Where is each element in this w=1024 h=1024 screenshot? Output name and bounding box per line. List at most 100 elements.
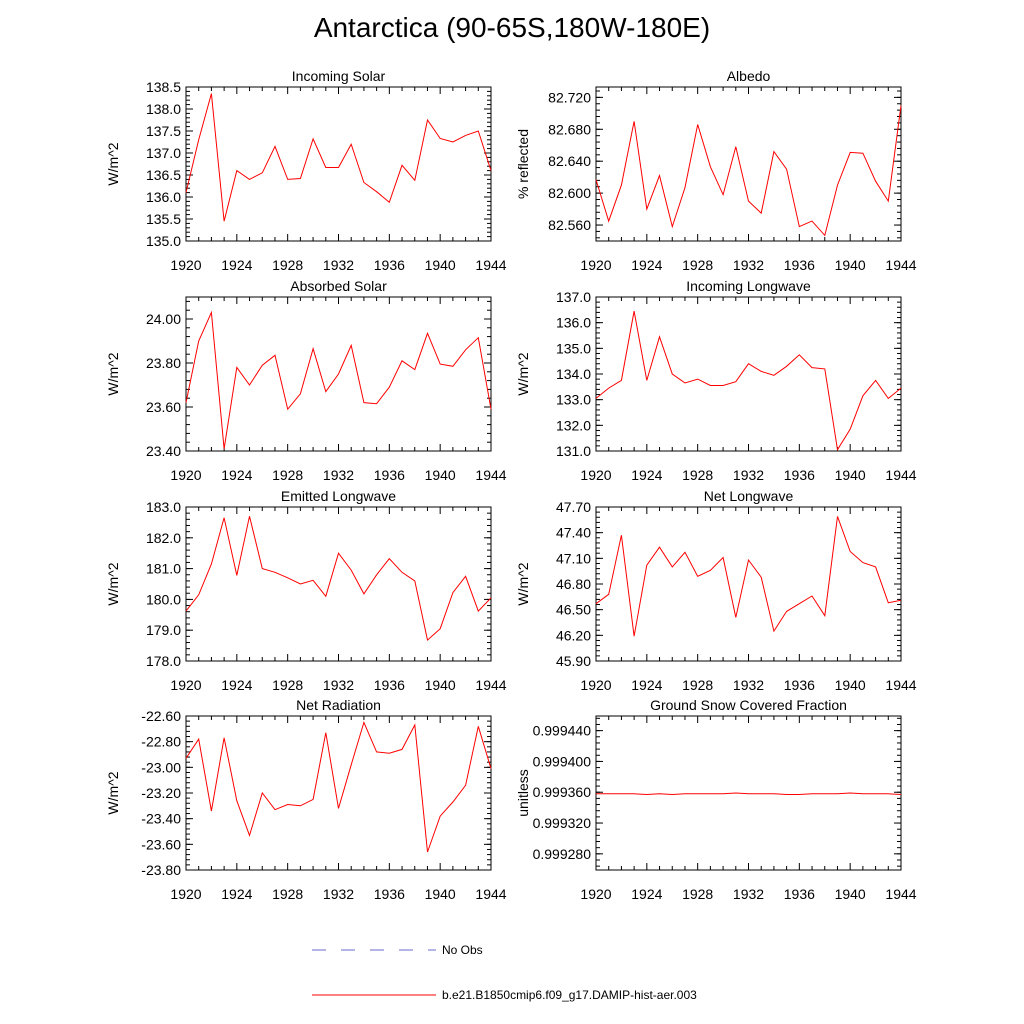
x-tick-label: 1932	[733, 467, 764, 483]
x-tick-label: 1936	[374, 257, 405, 273]
x-tick-label: 1936	[374, 886, 405, 902]
legend-model: b.e21.B1850cmip6.f09_g17.DAMIP-hist-aer.…	[312, 988, 697, 1002]
x-tick-label: 1936	[374, 677, 405, 693]
panel-title: Emitted Longwave	[281, 488, 396, 504]
plot-frame	[185, 715, 492, 871]
x-tick-label: 1944	[885, 677, 916, 693]
y-tick-label: 46.20	[556, 627, 591, 643]
panel-2: Absorbed Solar W/m^2 23.40 23.60 23.80 24.00 1…	[105, 278, 507, 483]
x-tick-label: 1940	[425, 467, 456, 483]
y-tick-label: 182.0	[146, 530, 181, 546]
y-tick-label: 0.999280	[533, 846, 592, 862]
y-tick-label: 131.0	[556, 443, 591, 459]
series-line	[596, 792, 902, 796]
x-tick-label: 1936	[374, 467, 405, 483]
y-tick-label: 47.40	[556, 525, 591, 541]
y-tick-label: 135.5	[146, 211, 181, 227]
x-tick-label: 1928	[682, 467, 713, 483]
y-tick-label: 138.0	[146, 101, 181, 117]
y-tick-label: 23.80	[146, 355, 181, 371]
x-tick-label: 1920	[580, 467, 611, 483]
x-tick-label: 1928	[272, 257, 303, 273]
legend-obs-label: No Obs	[442, 943, 483, 957]
panel-title: Albedo	[727, 68, 771, 84]
x-tick-label: 1924	[631, 467, 662, 483]
panel-title: Net Radiation	[296, 697, 381, 713]
series-line	[595, 311, 902, 452]
plot-frame	[595, 86, 902, 242]
y-axis-label: unitless	[515, 769, 531, 816]
x-tick-label: 1936	[784, 257, 815, 273]
y-axis-label: W/m^2	[105, 352, 121, 395]
x-tick-label: 1944	[475, 886, 506, 902]
x-tick-label: 1920	[580, 257, 611, 273]
plot-frame	[595, 296, 902, 452]
x-tick-label: 1940	[835, 886, 866, 902]
y-axis-label: W/m^2	[105, 562, 121, 605]
series-line	[595, 105, 902, 237]
y-tick-label: 183.0	[146, 499, 181, 515]
x-tick-label: 1928	[682, 257, 713, 273]
x-tick-label: 1944	[885, 467, 916, 483]
x-tick-label: 1940	[835, 677, 866, 693]
y-tick-label: -23.40	[141, 811, 181, 827]
panel-title: Ground Snow Covered Fraction	[650, 697, 847, 713]
x-tick-label: 1924	[631, 257, 662, 273]
panel-title: Absorbed Solar	[290, 278, 387, 294]
x-tick-label: 1936	[784, 677, 815, 693]
y-tick-label: 46.80	[556, 576, 591, 592]
y-tick-label: 0.999360	[533, 784, 592, 800]
y-tick-label: 82.600	[548, 185, 591, 201]
y-tick-label: 0.999400	[533, 753, 592, 769]
panel-0: Incoming Solar W/m^2 135.0 135.5 136.0 136.5 1…	[105, 68, 507, 273]
y-axis-label: W/m^2	[515, 562, 531, 605]
x-tick-label: 1928	[682, 886, 713, 902]
y-tick-label: 24.00	[146, 311, 181, 327]
x-tick-label: 1920	[170, 886, 201, 902]
x-tick-label: 1920	[580, 677, 611, 693]
x-tick-label: 1944	[475, 677, 506, 693]
y-tick-label: 178.0	[146, 653, 181, 669]
y-tick-label: 23.60	[146, 399, 181, 415]
y-tick-label: 135.0	[146, 233, 181, 249]
x-tick-label: 1932	[733, 886, 764, 902]
x-tick-label: 1936	[784, 886, 815, 902]
y-tick-label: 137.0	[556, 289, 591, 305]
panel-title: Incoming Longwave	[686, 278, 811, 294]
x-tick-label: 1920	[580, 886, 611, 902]
x-tick-label: 1940	[835, 467, 866, 483]
x-tick-label: 1936	[784, 467, 815, 483]
y-tick-label: 132.0	[556, 417, 591, 433]
x-tick-label: 1924	[631, 677, 662, 693]
y-axis-label: W/m^2	[105, 142, 121, 185]
x-tick-label: 1932	[323, 257, 354, 273]
x-tick-label: 1932	[323, 886, 354, 902]
y-axis-label: W/m^2	[105, 771, 121, 814]
panel-title: Net Longwave	[704, 488, 794, 504]
y-tick-label: 135.0	[556, 340, 591, 356]
x-tick-label: 1932	[323, 677, 354, 693]
y-tick-label: 45.90	[556, 653, 591, 669]
x-tick-label: 1920	[170, 257, 201, 273]
y-tick-label: 0.999320	[533, 815, 592, 831]
x-tick-label: 1920	[170, 677, 201, 693]
y-tick-label: -23.60	[141, 836, 181, 852]
y-tick-label: 136.5	[146, 167, 181, 183]
x-tick-label: 1928	[272, 886, 303, 902]
y-tick-label: 0.999440	[533, 723, 592, 739]
legend-obs: No Obs	[312, 943, 483, 957]
panel-1: Albedo % reflected 82.560 82.600 82.640 82.68…	[515, 68, 917, 273]
y-tick-label: 82.680	[548, 121, 591, 137]
y-axis-label: % reflected	[515, 129, 531, 199]
x-tick-label: 1928	[272, 677, 303, 693]
x-tick-label: 1928	[272, 467, 303, 483]
panel-7: Ground Snow Covered Fractionunitless0.99…	[515, 697, 917, 902]
x-tick-label: 1944	[885, 886, 916, 902]
x-tick-label: 1940	[835, 257, 866, 273]
x-tick-label: 1940	[425, 886, 456, 902]
y-tick-label: -22.80	[141, 734, 181, 750]
panel-5: Net Longwave W/m^2 45.90 46.20 46.50 46.80 47.…	[515, 488, 917, 693]
x-tick-label: 1932	[323, 467, 354, 483]
x-tick-label: 1924	[221, 886, 252, 902]
